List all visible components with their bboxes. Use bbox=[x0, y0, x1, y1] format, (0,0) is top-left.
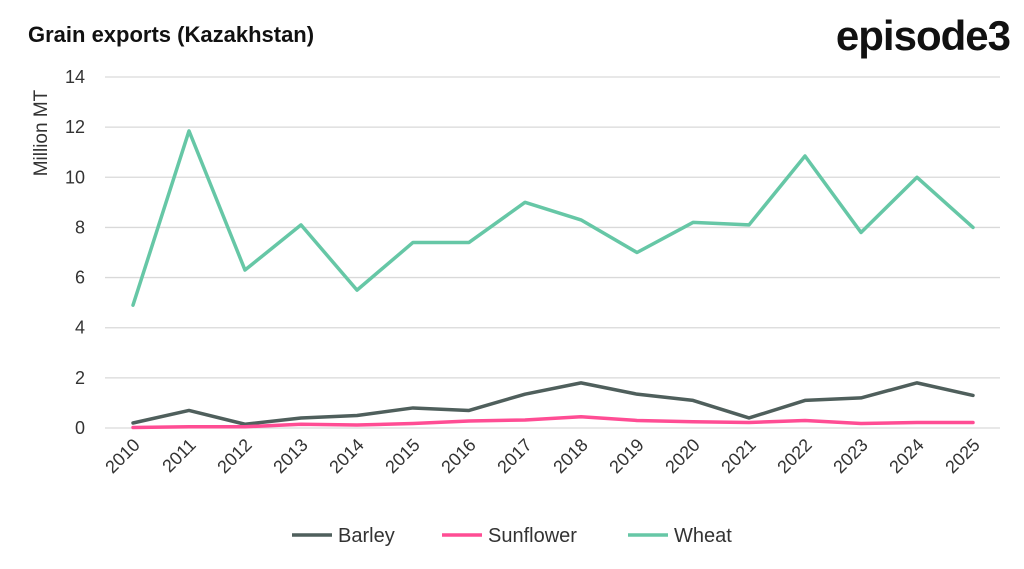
chart-title: Grain exports (Kazakhstan) bbox=[28, 22, 315, 47]
legend-label-barley: Barley bbox=[338, 525, 395, 547]
y-tick-label: 12 bbox=[65, 117, 85, 137]
x-tick-label: 2011 bbox=[158, 435, 200, 477]
x-tick-label: 2012 bbox=[213, 435, 255, 477]
x-tick-label: 2022 bbox=[773, 435, 815, 477]
legend-label-wheat: Wheat bbox=[674, 525, 732, 547]
y-tick-label: 10 bbox=[65, 167, 85, 187]
series-line-barley bbox=[131, 381, 975, 426]
y-axis-label: Million MT bbox=[31, 89, 52, 176]
y-tick-label: 0 bbox=[75, 418, 85, 438]
x-tick-label: 2019 bbox=[605, 435, 647, 477]
x-tick-label: 2023 bbox=[829, 435, 871, 477]
x-tick-label: 2015 bbox=[381, 435, 423, 477]
legend-label-sunflower: Sunflower bbox=[488, 525, 577, 547]
x-tick-label: 2010 bbox=[101, 435, 143, 477]
x-tick-label: 2025 bbox=[941, 435, 983, 477]
series-line-wheat bbox=[131, 129, 975, 307]
series-line-sunflower bbox=[131, 414, 975, 430]
x-tick-label: 2016 bbox=[437, 435, 479, 477]
x-tick-label: 2014 bbox=[325, 435, 367, 477]
y-tick-label: 8 bbox=[75, 217, 85, 237]
x-tick-label: 2021 bbox=[717, 435, 759, 477]
y-tick-label: 4 bbox=[75, 318, 85, 338]
y-tick-label: 2 bbox=[75, 368, 85, 388]
x-tick-label: 2013 bbox=[269, 435, 311, 477]
y-tick-label: 14 bbox=[65, 67, 85, 87]
x-tick-label: 2017 bbox=[493, 435, 535, 477]
y-tick-label: 6 bbox=[75, 268, 85, 288]
x-tick-label: 2024 bbox=[885, 435, 927, 477]
x-tick-label: 2020 bbox=[661, 435, 703, 477]
x-tick-label: 2018 bbox=[549, 435, 591, 477]
episode3-logo: episode3 bbox=[835, 12, 1011, 59]
